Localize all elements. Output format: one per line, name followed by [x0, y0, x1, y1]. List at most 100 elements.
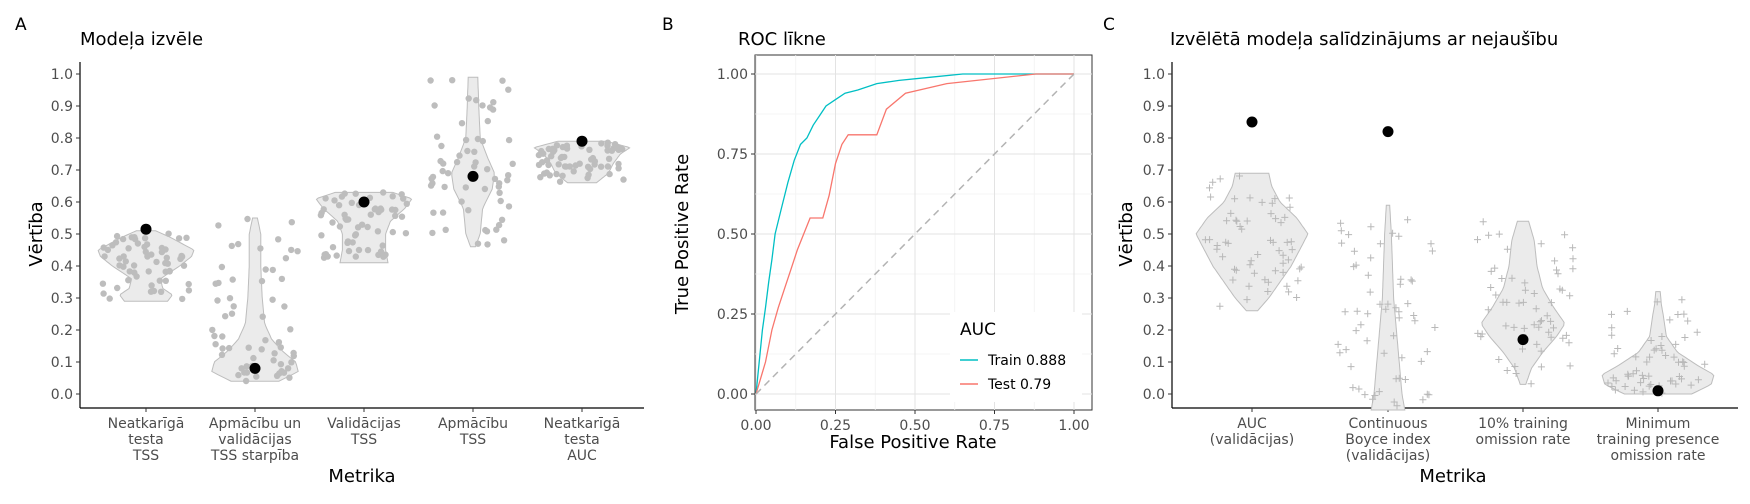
- legend-label: Train 0.888: [987, 353, 1066, 369]
- y-tick-label: 0.25: [717, 307, 748, 323]
- observation-point: [1687, 381, 1695, 389]
- observation-point: [1566, 362, 1574, 370]
- observation-point: [1392, 375, 1400, 383]
- observation-point: [1561, 231, 1569, 239]
- observation-point: [1537, 363, 1545, 371]
- observation-point: [392, 212, 399, 219]
- observation-point: [322, 195, 329, 202]
- observation-point: [287, 326, 294, 333]
- observation-point: [250, 354, 257, 362]
- observation-point: [1614, 345, 1622, 352]
- observation-point: [1672, 340, 1680, 348]
- observation-point: [1701, 360, 1709, 368]
- observation-point: [1547, 299, 1555, 307]
- observation-point: [1382, 305, 1390, 313]
- observation-point: [398, 191, 405, 198]
- category-label: TSS: [459, 432, 486, 448]
- observation-point: [620, 176, 627, 183]
- observation-point: [482, 226, 489, 234]
- observation-point: [474, 240, 482, 247]
- observation-point: [1246, 261, 1254, 269]
- observation-point: [1537, 240, 1545, 248]
- observation-point: [1279, 251, 1287, 259]
- observation-point: [235, 240, 242, 248]
- observation-point: [1357, 321, 1365, 329]
- observation-point: [553, 170, 560, 178]
- category-label: TSS: [350, 432, 377, 448]
- observation-point: [1341, 308, 1349, 316]
- observation-point: [439, 209, 447, 216]
- observation-point: [1390, 398, 1398, 406]
- observation-point: [1355, 385, 1363, 393]
- observation-point: [486, 104, 494, 111]
- observation-point: [277, 361, 285, 368]
- category-label: Validācijas: [327, 416, 401, 432]
- observation-point: [341, 211, 348, 218]
- observation-point: [1533, 340, 1541, 348]
- category-label: validācijas: [218, 432, 291, 448]
- observation-point: [556, 178, 564, 185]
- observation-point: [331, 197, 338, 204]
- observation-point: [1231, 195, 1239, 203]
- observation-point: [484, 117, 491, 125]
- observation-point: [389, 228, 396, 236]
- selected-model-point: [1246, 116, 1258, 128]
- observation-point: [281, 303, 288, 310]
- observation-point: [439, 167, 446, 175]
- observation-point: [1279, 268, 1287, 276]
- observation-point: [1284, 256, 1292, 264]
- observation-point: [1511, 363, 1519, 370]
- observation-point: [591, 161, 598, 168]
- observation-point: [1338, 239, 1346, 247]
- observation-point: [500, 237, 508, 244]
- y-tick-label: 1.0: [51, 67, 73, 83]
- observation-point: [398, 213, 406, 220]
- observation-point: [153, 258, 160, 266]
- observation-point: [257, 245, 264, 252]
- y-tick-label: 0.3: [51, 291, 73, 307]
- observation-point: [1553, 266, 1560, 274]
- observation-point: [1223, 217, 1231, 225]
- observation-point: [1206, 184, 1213, 192]
- violin-shape: [211, 217, 299, 382]
- observation-point: [543, 169, 550, 176]
- legend-label: Test 0.79: [987, 377, 1051, 393]
- panel-b-xlabel: False Positive Rate: [829, 432, 996, 453]
- observation-point: [1675, 358, 1682, 366]
- observation-point: [162, 259, 169, 267]
- observation-point: [1551, 257, 1559, 265]
- observation-point: [1535, 323, 1543, 331]
- observation-point: [465, 207, 472, 214]
- roc-curve-test: [755, 73, 1074, 395]
- observation-point: [288, 246, 295, 254]
- observation-point: [367, 211, 374, 218]
- panel-c-xlabel: Metrika: [1419, 466, 1486, 487]
- observation-point: [1411, 317, 1419, 325]
- observation-point: [493, 226, 500, 233]
- panel-a-xlabel: Metrika: [328, 466, 395, 487]
- y-tick-label: 0.8: [1143, 131, 1165, 147]
- observation-point: [1569, 244, 1577, 252]
- observation-point: [1279, 259, 1287, 267]
- observation-point: [1508, 274, 1516, 282]
- observation-point: [1350, 247, 1358, 255]
- observation-point: [147, 288, 155, 295]
- category-label: training presence: [1597, 432, 1720, 448]
- observation-point: [1337, 219, 1345, 227]
- observation-point: [364, 223, 371, 231]
- observation-point: [1608, 383, 1616, 390]
- observation-point: [166, 268, 173, 275]
- observation-point: [218, 351, 226, 358]
- observation-point: [1538, 317, 1545, 325]
- observation-point: [1428, 247, 1436, 255]
- panel-b-ylabel: True Positive Rate: [672, 154, 693, 315]
- observation-point: [1681, 334, 1689, 341]
- category-label: testa: [128, 432, 163, 448]
- observation-point: [228, 310, 236, 317]
- y-tick-label: 0.75: [717, 147, 748, 163]
- observation-point: [1294, 277, 1302, 285]
- y-tick-label: 0.6: [1143, 195, 1165, 211]
- observation-point: [1236, 223, 1244, 230]
- observation-point: [570, 168, 577, 175]
- observation-point: [505, 172, 512, 179]
